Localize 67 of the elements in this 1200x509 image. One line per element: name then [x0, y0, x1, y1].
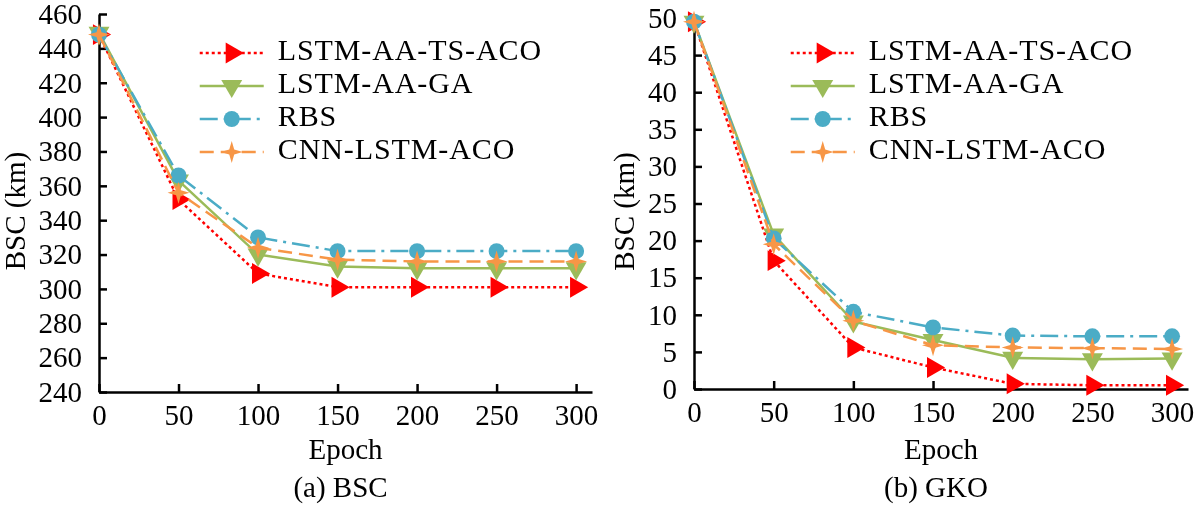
y-tick-label: 380: [38, 135, 82, 168]
y-axis-title: BSC (km): [0, 151, 32, 271]
legend-label: LSTM-AA-TS-ACO: [868, 32, 1133, 66]
point: [925, 319, 942, 336]
point: [167, 181, 190, 204]
legend-label: LSTM-AA-GA: [868, 65, 1065, 99]
x-axis-title: Epoch: [308, 432, 384, 465]
legend-label: RBS: [277, 98, 338, 132]
x-tick-label: 250: [475, 398, 519, 431]
text: (b) GKO: [884, 470, 988, 504]
point: [1081, 337, 1104, 360]
y-tick-label: 460: [38, 0, 82, 30]
y-tick-label: 340: [38, 203, 82, 236]
x-tick-label: 100: [832, 395, 876, 428]
legend-label: CNN-LSTM-ACO: [277, 131, 516, 165]
y-tick-label: 400: [38, 100, 82, 133]
y-tick-label: 35: [648, 113, 677, 146]
y-tick-label: 10: [648, 298, 677, 331]
x-tick-label: 250: [1071, 395, 1115, 428]
y-tick-label: 5: [662, 335, 677, 368]
point: [762, 233, 785, 256]
x-tick-label: 0: [92, 398, 107, 431]
y-axis-title: BSC (km): [607, 152, 641, 271]
x-tick-label: 100: [236, 398, 281, 431]
y-tick-label: 20: [648, 224, 677, 257]
y-tick-label: 50: [648, 1, 677, 34]
y-tick-label: 240: [38, 375, 82, 408]
point: [1084, 328, 1101, 345]
legend-label: LSTM-AA-GA: [277, 65, 474, 99]
legend-label: RBS: [868, 98, 929, 132]
y-tick-label: 25: [648, 187, 677, 220]
x-tick-label: 50: [759, 395, 789, 428]
y-tick-label: 0: [662, 372, 677, 405]
point: [1004, 327, 1021, 344]
point: [485, 250, 508, 273]
y-tick-label: 440: [38, 32, 82, 65]
y-tick-label: 280: [38, 307, 82, 340]
x-axis-title: Epoch: [903, 432, 979, 465]
point: [170, 167, 187, 184]
x-tick-label: 0: [687, 395, 702, 428]
point: [326, 248, 349, 271]
point: [565, 250, 588, 273]
y-tick-label: 40: [648, 75, 677, 108]
text: (a) BSC: [293, 470, 388, 504]
y-tick-label: 360: [38, 169, 82, 202]
y-tick-label: 30: [648, 150, 677, 183]
x-tick-label: 50: [164, 398, 194, 431]
point: [842, 309, 865, 332]
x-tick-label: 150: [911, 395, 956, 428]
y-tick-label: 45: [648, 38, 677, 71]
point: [1001, 336, 1024, 359]
point: [406, 250, 429, 273]
y-tick-label: 260: [38, 341, 82, 374]
y-tick-label: 420: [38, 66, 82, 99]
x-tick-label: 150: [316, 398, 360, 431]
y-tick-label: 300: [38, 272, 82, 305]
x-tick-label: 200: [395, 398, 440, 431]
legend-label: CNN-LSTM-ACO: [868, 131, 1107, 165]
x-tick-label: 300: [554, 398, 599, 431]
x-tick-label: 300: [1150, 395, 1195, 428]
x-tick-label: 200: [991, 395, 1035, 428]
point: [1164, 328, 1181, 345]
point: [247, 236, 270, 259]
legend-label: LSTM-AA-TS-ACO: [277, 32, 542, 66]
y-tick-label: 15: [648, 261, 677, 294]
point: [1161, 337, 1184, 360]
y-tick-label: 320: [38, 238, 82, 271]
